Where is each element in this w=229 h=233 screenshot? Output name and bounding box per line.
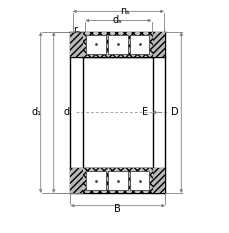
Bar <box>86 35 106 54</box>
Bar <box>129 171 149 190</box>
Bar <box>108 171 127 190</box>
Bar <box>83 168 152 193</box>
Text: nₛ: nₛ <box>120 6 130 16</box>
Bar <box>152 32 165 57</box>
Text: D: D <box>170 107 177 117</box>
Bar <box>70 168 83 193</box>
Text: E: E <box>141 107 147 117</box>
Bar <box>152 168 165 193</box>
Text: B: B <box>114 204 121 214</box>
Bar <box>70 32 83 57</box>
Text: dₛ: dₛ <box>112 15 122 25</box>
Bar <box>129 35 149 54</box>
Text: r: r <box>73 25 77 35</box>
Bar <box>86 171 106 190</box>
Bar <box>83 32 152 57</box>
Text: d₁: d₁ <box>31 107 41 117</box>
Bar <box>108 35 127 54</box>
Text: d: d <box>63 107 69 117</box>
